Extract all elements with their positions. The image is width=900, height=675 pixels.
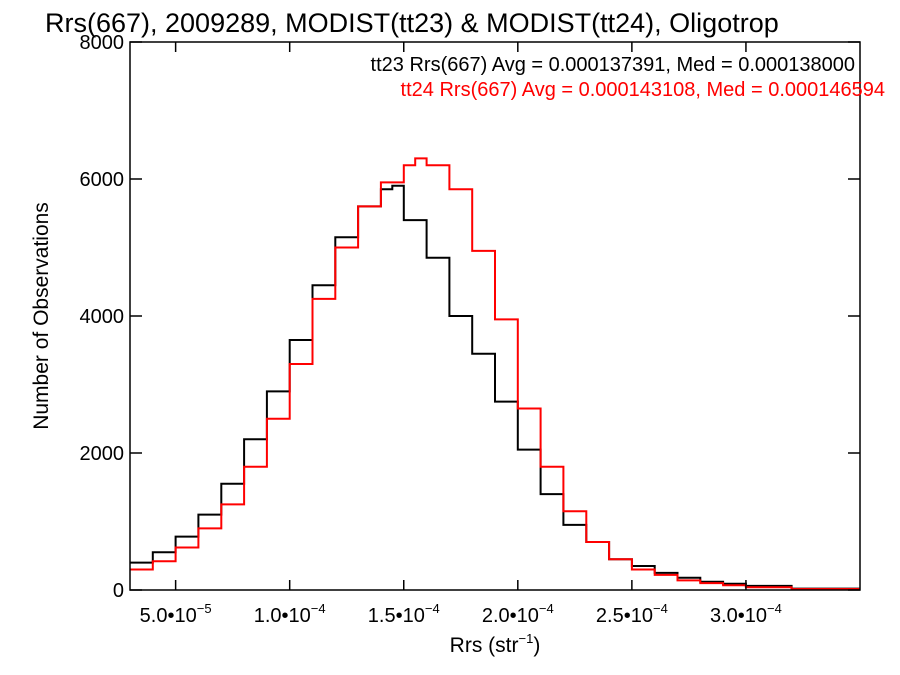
y-tick-label: 0 — [113, 580, 124, 602]
x-axis-label: Rrs (str−1) — [450, 631, 541, 657]
series-layer — [130, 157, 860, 590]
x-tick-label-exponent: −4 — [311, 601, 326, 616]
x-tick-label-base: 1.0•10 — [254, 605, 311, 627]
x-tick-label-base: 2.0•10 — [482, 605, 539, 627]
x-axis-label-superscript: −1 — [519, 631, 534, 646]
annotation-tt23: tt23 Rrs(667) Avg = 0.000137391, Med = 0… — [371, 54, 855, 76]
x-tick-label-base: 1.5•10 — [368, 605, 425, 627]
x-tick-label: 2.5•10−4 — [596, 601, 668, 627]
y-axis-label: Number of Observations — [30, 202, 53, 430]
x-tick-label-exponent: −4 — [767, 601, 782, 616]
y-tick-label: 4000 — [80, 306, 125, 328]
x-tick-label-base: 5.0•10 — [140, 605, 197, 627]
series-line-0 — [130, 184, 860, 590]
y-tick-label: 8000 — [80, 32, 125, 54]
x-tick-label-exponent: −4 — [425, 601, 440, 616]
tick-layer: 5.0•10−5 1.0•10−4 1.5•10−4 2.0•10−4 2.5•10−4… — [80, 32, 860, 627]
series-line-1 — [130, 157, 860, 590]
x-tick-label-base: 3.0•10 — [710, 605, 767, 627]
x-tick-label: 5.0•10−5 — [140, 601, 212, 627]
x-tick-label: 1.5•10−4 — [368, 601, 440, 627]
y-tick-label: 6000 — [80, 169, 125, 191]
x-tick-label: 1.0•10−4 — [254, 601, 326, 627]
chart-title: Rrs(667), 2009289, MODIST(tt23) & MODIST… — [45, 8, 779, 38]
x-axis-label-close: ) — [533, 634, 540, 657]
x-tick-label: 3.0•10−4 — [710, 601, 782, 627]
x-tick-label-exponent: −5 — [197, 601, 212, 616]
annotation-tt24: tt24 Rrs(667) Avg = 0.000143108, Med = 0… — [401, 79, 885, 101]
x-tick-label-exponent: −4 — [653, 601, 668, 616]
y-tick-label: 2000 — [80, 443, 125, 465]
x-axis-label-main: Rrs (str — [450, 634, 519, 657]
x-tick-label-base: 2.5•10 — [596, 605, 653, 627]
x-tick-label-exponent: −4 — [539, 601, 554, 616]
x-tick-label: 2.0•10−4 — [482, 601, 554, 627]
